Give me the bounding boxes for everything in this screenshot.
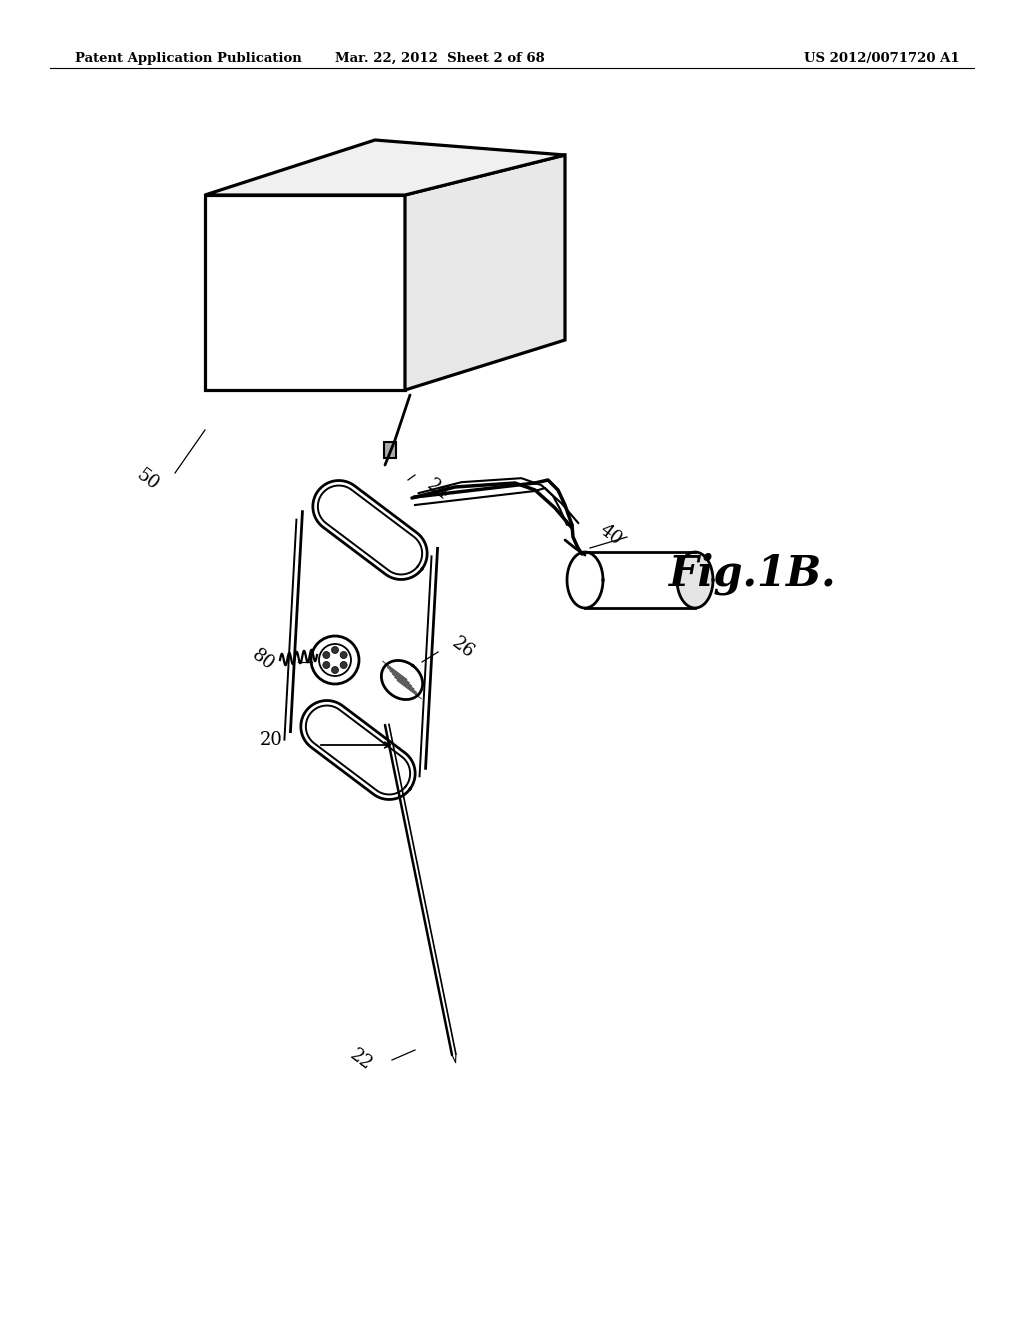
Circle shape bbox=[332, 647, 339, 653]
Circle shape bbox=[332, 667, 339, 673]
Polygon shape bbox=[381, 660, 423, 700]
Text: 26: 26 bbox=[449, 634, 477, 663]
Text: 80: 80 bbox=[249, 645, 278, 675]
Polygon shape bbox=[301, 701, 415, 800]
Text: Patent Application Publication: Patent Application Publication bbox=[75, 51, 302, 65]
Circle shape bbox=[311, 636, 359, 684]
Circle shape bbox=[340, 652, 347, 659]
Polygon shape bbox=[567, 552, 603, 609]
Circle shape bbox=[323, 661, 330, 668]
Text: 22: 22 bbox=[346, 1045, 375, 1074]
Text: 20: 20 bbox=[260, 731, 283, 748]
Bar bbox=[384, 442, 396, 458]
Polygon shape bbox=[317, 486, 422, 574]
Circle shape bbox=[340, 661, 347, 668]
Polygon shape bbox=[306, 705, 411, 795]
Circle shape bbox=[323, 652, 330, 659]
Polygon shape bbox=[205, 195, 406, 389]
Polygon shape bbox=[313, 480, 427, 579]
Text: US 2012/0071720 A1: US 2012/0071720 A1 bbox=[805, 51, 961, 65]
Text: Fig.1B.: Fig.1B. bbox=[669, 553, 837, 595]
Polygon shape bbox=[406, 154, 565, 389]
Text: 24: 24 bbox=[423, 477, 452, 504]
Text: Mar. 22, 2012  Sheet 2 of 68: Mar. 22, 2012 Sheet 2 of 68 bbox=[335, 51, 545, 65]
Polygon shape bbox=[677, 552, 713, 609]
Text: 40: 40 bbox=[596, 521, 625, 549]
Text: 50: 50 bbox=[133, 466, 162, 494]
Polygon shape bbox=[205, 140, 565, 195]
